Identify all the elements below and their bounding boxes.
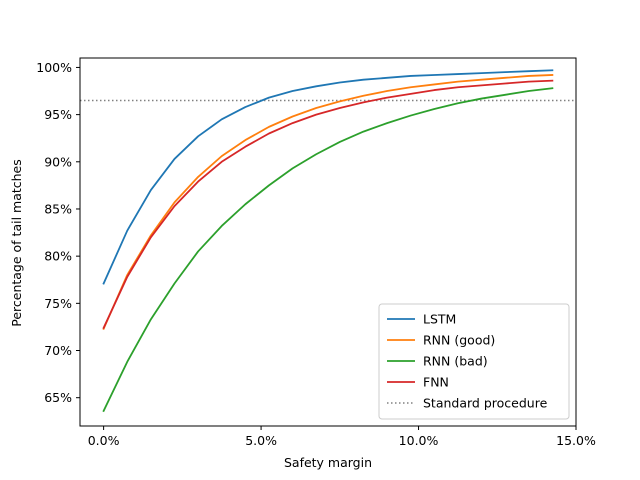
x-tick-label: 5.0% [245,433,277,448]
legend-box [378,303,570,420]
y-tick-label: 85% [44,201,72,216]
x-axis-label: Safety margin [284,455,372,470]
series-line-3 [102,87,554,413]
series-line-2 [102,74,554,330]
y-tick-label: 80% [44,249,72,264]
legend-label: FNN [423,375,449,390]
legend-label: LSTM [423,312,456,327]
y-tick-label: 70% [44,343,72,358]
series-line-4 [102,79,554,330]
y-tick-label: 100% [36,60,72,75]
y-tick-label: 65% [44,390,72,405]
y-tick-label: 95% [44,107,72,122]
plot-frame [79,57,577,427]
x-tick-label: 0.0% [88,433,120,448]
y-tick-label: 75% [44,296,72,311]
legend: LSTM RNN (good) RNN (bad) FNN Standard proce… [378,303,570,420]
y-axis-label: Percentage of tail matches [9,159,24,327]
plot-area [80,69,576,413]
y-tick-label: 90% [44,154,72,169]
x-tick-label: 10.0% [399,433,439,448]
legend-label: RNN (good) [423,333,495,348]
x-tick-label: 15.0% [556,433,596,448]
axes: 0.0% 5.0% 10.0% 15.0% 65% 70% 75% 80% 85% 90% 95% 1… [36,57,596,448]
legend-label: RNN (bad) [423,354,488,369]
series-line-1 [102,69,554,285]
legend-label: Standard procedure [423,396,548,411]
